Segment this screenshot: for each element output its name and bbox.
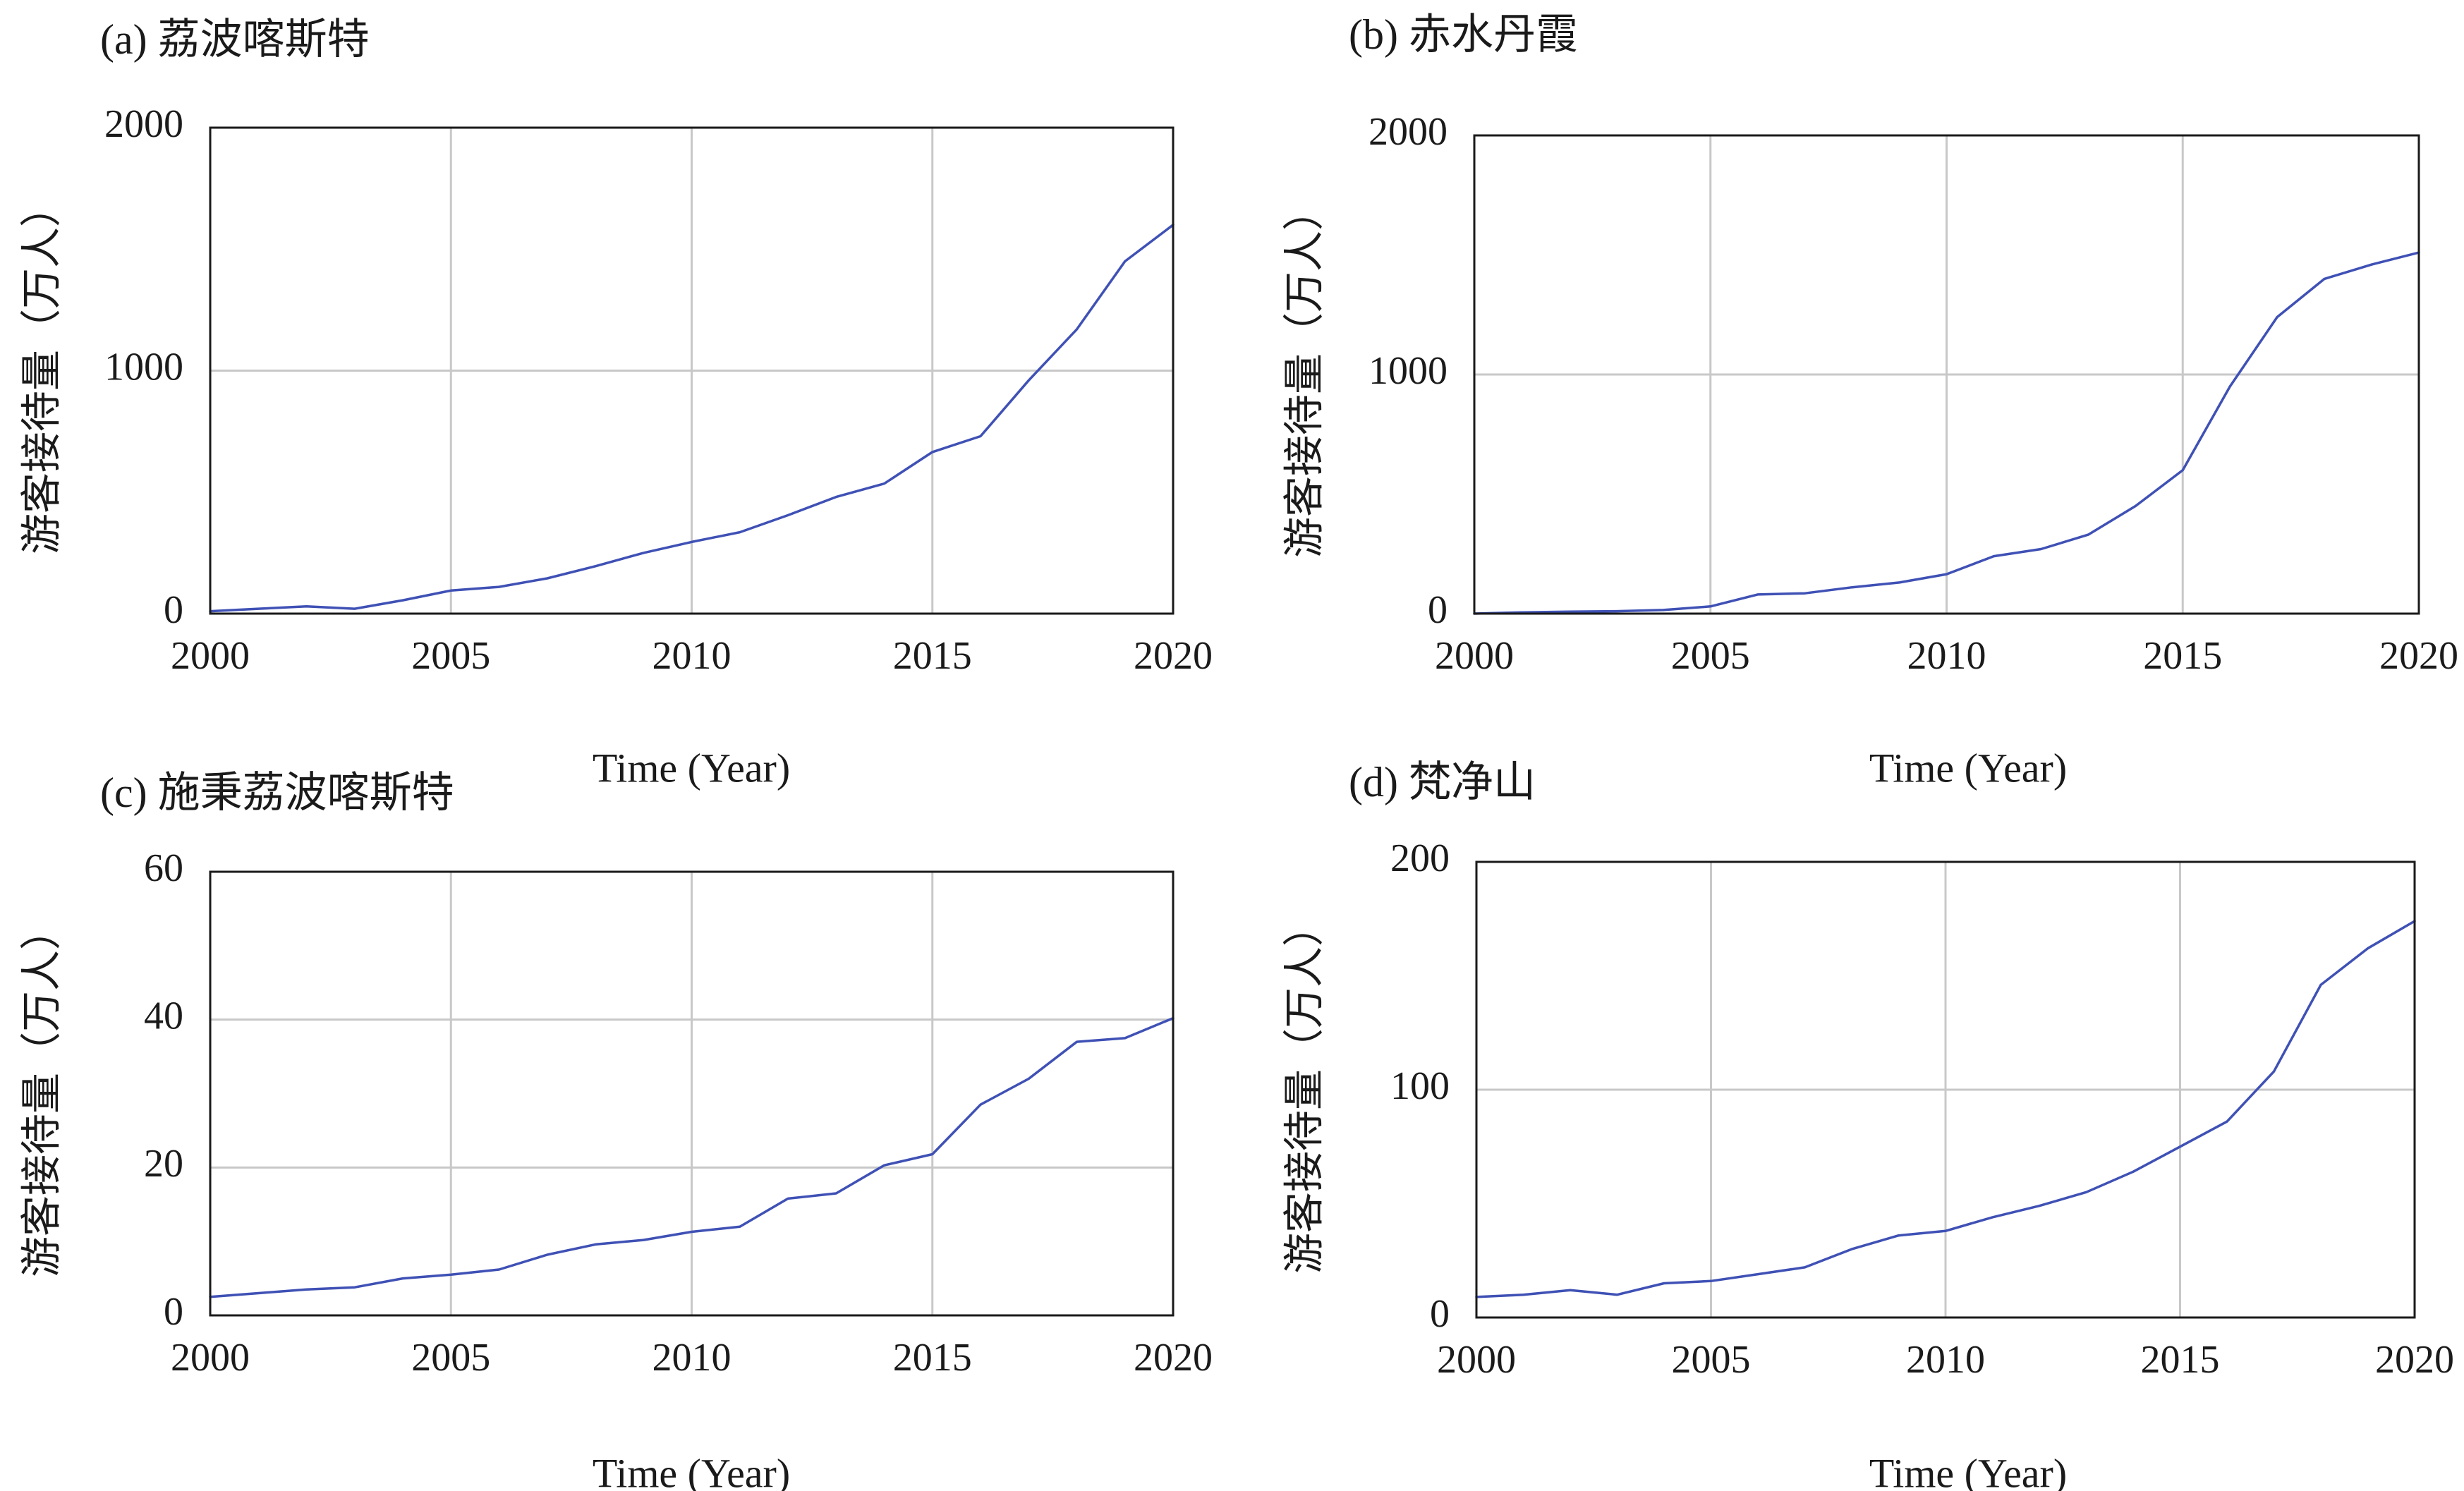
x-tick-label: 2015 (2141, 1338, 2220, 1382)
x-tick-label: 2015 (893, 634, 972, 678)
y-tick-label: 40 (144, 994, 183, 1038)
x-tick-label: 2005 (411, 1336, 490, 1380)
x-tick-label: 2000 (171, 634, 250, 678)
series-line (209, 1016, 1175, 1298)
x-tick-label: 2000 (1435, 634, 1514, 678)
y-axis-title: 游客接待量（万人） (1281, 906, 1327, 1274)
y-tick-label: 60 (144, 846, 183, 890)
x-axis-title: Time (Year) (593, 745, 790, 791)
x-axis-title: Time (Year) (593, 1450, 790, 1491)
y-tick-label: 0 (164, 588, 183, 632)
y-tick-label: 0 (1430, 1292, 1450, 1336)
y-axis-title: 游客接待量（万人） (1281, 190, 1327, 558)
y-tick-label: 200 (1390, 836, 1450, 880)
x-axis-title: Time (Year) (1869, 745, 2067, 791)
x-tick-label: 2010 (1906, 1338, 1985, 1382)
plot-frame (1473, 134, 2420, 615)
x-tick-label: 2005 (1671, 634, 1750, 678)
series-line (1473, 251, 2420, 615)
series-line (1475, 920, 2416, 1298)
x-tick-label: 2005 (411, 634, 490, 678)
y-axis-title: 游客接待量（万人） (18, 909, 64, 1277)
y-tick-label: 2000 (1368, 110, 1448, 154)
x-tick-label: 2010 (1907, 634, 1986, 678)
x-tick-label: 2020 (2375, 1338, 2454, 1382)
chart-panel-a: (a) 荔波喀斯特 2000 2005 2010 2015 2020 0 1000 2000 Ti… (18, 16, 1213, 791)
chart-title: (b) 赤水丹霞 (1349, 11, 1578, 58)
x-tick-label: 2015 (893, 1336, 972, 1380)
x-tick-label: 2010 (653, 634, 732, 678)
y-tick-label: 100 (1390, 1064, 1450, 1108)
x-tick-label: 2020 (2379, 634, 2458, 678)
plot-frame (1475, 860, 2416, 1319)
y-tick-label: 1000 (104, 345, 183, 389)
y-tick-label: 2000 (104, 102, 183, 146)
chart-panel-b: (b) 赤水丹霞 2000 2005 2010 2015 2020 0 1000 2000 Tim… (1281, 11, 2458, 791)
chart-title: (c) 施秉荔波喀斯特 (100, 769, 454, 816)
y-tick-label: 1000 (1368, 349, 1448, 393)
x-tick-label: 2010 (653, 1336, 732, 1380)
chart-title: (d) 梵净山 (1349, 759, 1536, 805)
x-tick-label: 2000 (1437, 1338, 1516, 1382)
x-axis-title: Time (Year) (1869, 1450, 2067, 1491)
chart-panel-d: (d) 梵净山 2000 2005 2010 2015 2020 0 100 200 Time (… (1281, 759, 2454, 1491)
y-axis-title: 游客接待量（万人） (18, 186, 64, 554)
x-tick-label: 2005 (1672, 1338, 1751, 1382)
y-tick-label: 0 (1428, 588, 1448, 632)
x-tick-label: 2000 (171, 1336, 250, 1380)
plot-frame (209, 126, 1175, 615)
x-tick-label: 2020 (1134, 634, 1213, 678)
chart-panel-c: (c) 施秉荔波喀斯特 2000 2005 2010 2015 2020 0 20 40 60 Ti… (18, 769, 1213, 1491)
x-tick-label: 2015 (2143, 634, 2222, 678)
x-tick-label: 2020 (1134, 1336, 1213, 1380)
y-tick-label: 0 (164, 1290, 183, 1334)
y-tick-label: 20 (144, 1142, 183, 1186)
chart-title: (a) 荔波喀斯特 (100, 16, 370, 63)
plot-frame (209, 870, 1175, 1317)
series-line (209, 224, 1175, 613)
